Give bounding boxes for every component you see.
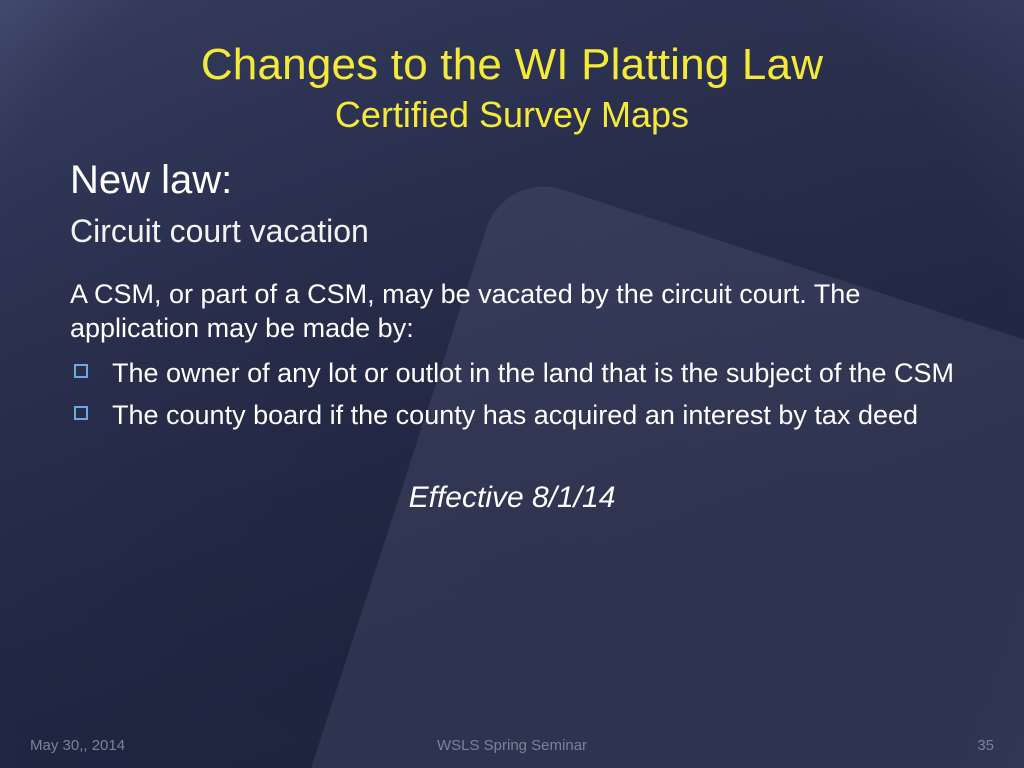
body-intro: A CSM, or part of a CSM, may be vacated … bbox=[70, 278, 954, 346]
footer-center: WSLS Spring Seminar bbox=[0, 737, 1024, 754]
list-item-text: The county board if the county has acqui… bbox=[112, 400, 918, 430]
title-block: Changes to the WI Platting Law Certified… bbox=[70, 40, 954, 136]
sub-heading: Circuit court vacation bbox=[70, 213, 954, 250]
slide-title: Changes to the WI Platting Law bbox=[70, 40, 954, 90]
section-heading: New law: bbox=[70, 158, 954, 203]
list-item-text: The owner of any lot or outlot in the la… bbox=[112, 358, 954, 388]
bullet-list: The owner of any lot or outlot in the la… bbox=[70, 356, 954, 433]
slide-subtitle: Certified Survey Maps bbox=[70, 94, 954, 136]
square-bullet-icon bbox=[74, 406, 88, 420]
content-area: Changes to the WI Platting Law Certified… bbox=[0, 0, 1024, 768]
list-item: The county board if the county has acqui… bbox=[70, 398, 954, 433]
square-bullet-icon bbox=[74, 364, 88, 378]
effective-date: Effective 8/1/14 bbox=[70, 481, 954, 515]
list-item: The owner of any lot or outlot in the la… bbox=[70, 356, 954, 391]
slide: Changes to the WI Platting Law Certified… bbox=[0, 0, 1024, 768]
footer: May 30,, 2014 WSLS Spring Seminar 35 bbox=[0, 737, 1024, 754]
